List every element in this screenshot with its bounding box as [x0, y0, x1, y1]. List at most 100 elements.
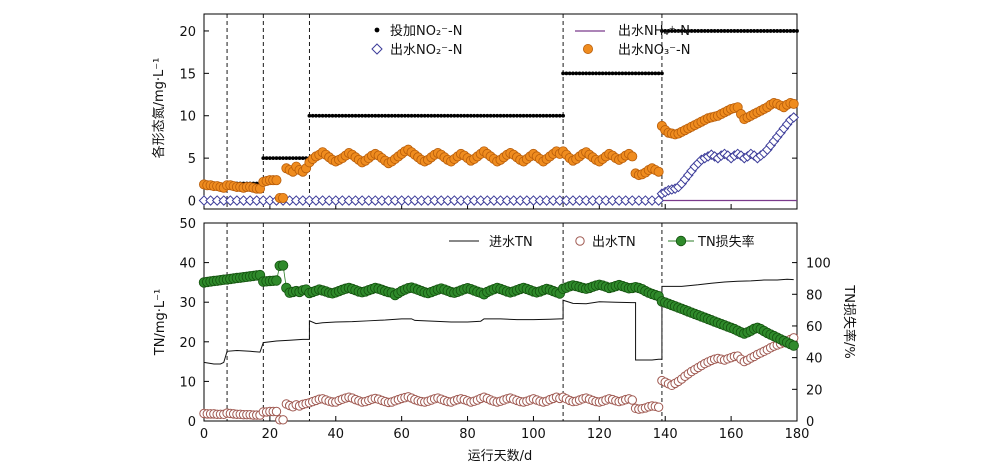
- y-tick-label: 10: [179, 375, 196, 390]
- feed-no2-point: [488, 113, 493, 118]
- y-tick-label: 0: [188, 415, 196, 430]
- feed-no2-point: [653, 71, 658, 76]
- feed-no2-point: [508, 113, 513, 118]
- legend-feed-no2-marker: [374, 27, 380, 33]
- feed-no2-point: [712, 29, 717, 33]
- feed-no2-point: [376, 113, 381, 118]
- feed-no2-point: [323, 113, 328, 118]
- feed-no2-point: [337, 113, 341, 118]
- feed-no2-point: [702, 29, 707, 33]
- y-tick-label-right: 80: [806, 288, 823, 303]
- feed-no2-point: [406, 113, 411, 118]
- feed-no2-point: [478, 113, 483, 118]
- feed-no2-point: [462, 113, 467, 118]
- feed-no2-point: [613, 71, 618, 76]
- feed-no2-point: [725, 29, 730, 33]
- feed-no2-point: [515, 113, 519, 118]
- feed-no2-point: [666, 29, 671, 33]
- tn-loss-line: [203, 265, 794, 346]
- eff-tn-point: [627, 395, 637, 405]
- feed-no2-point: [297, 156, 302, 161]
- feed-no2-point: [291, 156, 295, 161]
- feed-no2-point: [287, 156, 292, 161]
- x-tick-label: 100: [521, 427, 546, 442]
- feed-no2-point: [449, 113, 453, 118]
- feed-no2-point: [459, 113, 463, 118]
- feed-no2-point: [498, 113, 503, 118]
- eff-no2-point: [653, 195, 664, 206]
- feed-no2-point: [271, 156, 276, 161]
- feed-no2-point: [683, 29, 687, 33]
- feed-no2-point: [577, 71, 582, 76]
- feed-no2-point: [511, 113, 516, 118]
- eff-no3-point: [627, 151, 638, 162]
- feed-no2-point: [439, 113, 444, 118]
- x-tick-label: 20: [262, 427, 279, 442]
- feed-no2-point: [399, 113, 404, 118]
- feed-no2-point: [617, 71, 621, 76]
- y-tick-label: 30: [179, 296, 196, 311]
- legend-eff-nh4-label: 出水NH₄⁺-N: [618, 24, 690, 39]
- feed-no2-point: [356, 113, 361, 118]
- feed-no2-point: [310, 113, 315, 118]
- feed-no2-point: [716, 29, 720, 33]
- feed-no2-point: [640, 71, 645, 76]
- feed-no2-point: [627, 71, 631, 76]
- tn-loss-point: [788, 340, 799, 351]
- feed-no2-point: [492, 113, 496, 118]
- feed-no2-point: [327, 113, 332, 118]
- feed-no2-point: [663, 29, 668, 33]
- feed-no2-point: [267, 156, 272, 161]
- top-legend: 投加NO₂⁻-N 出水NH₄⁺-N 出水NO₂⁻-N 出水NO₃⁻-N: [371, 23, 690, 58]
- feed-no2-point: [699, 29, 704, 33]
- feed-no2-point: [396, 113, 401, 118]
- feed-no2-point: [314, 113, 318, 118]
- feed-no2-point: [534, 113, 539, 118]
- feed-no2-point: [633, 71, 638, 76]
- x-tick-label: 0: [200, 427, 208, 442]
- y-tick-label: 50: [179, 217, 196, 232]
- feed-no2-point: [317, 113, 322, 118]
- feed-no2-point: [762, 29, 766, 33]
- feed-no2-point: [347, 113, 351, 118]
- y-tick-label-right: 0: [806, 415, 814, 430]
- feed-no2-point: [587, 71, 592, 76]
- legend-inf-tn-label: 进水TN: [489, 235, 533, 250]
- feed-no2-point: [432, 113, 437, 118]
- feed-no2-point: [541, 113, 546, 118]
- legend-eff-no2-marker: [371, 43, 383, 55]
- x-tick-label: 120: [587, 427, 612, 442]
- legend-eff-no3-label: 出水NO₃⁻-N: [618, 43, 690, 58]
- feed-no2-point: [538, 113, 542, 118]
- feed-no2-point: [630, 71, 635, 76]
- feed-no2-point: [426, 113, 430, 118]
- feed-no2-point: [300, 156, 305, 161]
- feed-no2-point: [393, 113, 397, 118]
- feed-no2-point: [482, 113, 486, 118]
- y-tick-label-right: 20: [806, 383, 823, 398]
- feed-no2-point: [673, 29, 678, 33]
- feed-no2-point: [548, 113, 552, 118]
- y-tick-label: 0: [188, 195, 196, 210]
- feed-no2-point: [775, 29, 780, 33]
- eff-tn-point: [653, 402, 664, 412]
- eff-no3-point: [653, 166, 664, 177]
- bottom-plot-frame: [203, 222, 798, 422]
- feed-no2-point: [692, 29, 697, 33]
- feed-no2-point: [729, 29, 734, 33]
- feed-no2-point: [561, 113, 565, 118]
- feed-no2-point: [623, 71, 628, 76]
- feed-no2-point: [531, 113, 536, 118]
- feed-no2-point: [689, 29, 694, 33]
- top-plot-frame: [203, 13, 798, 210]
- eff-tn-point: [271, 406, 282, 417]
- feed-no2-point: [340, 113, 345, 118]
- feed-no2-point: [604, 71, 608, 76]
- feed-no2-point: [465, 113, 470, 118]
- feed-no2-point: [709, 29, 714, 33]
- eff-tn-point: [278, 415, 288, 425]
- feed-no2-point: [468, 113, 473, 118]
- feed-no2-point: [765, 29, 770, 33]
- feed-no2-point: [567, 71, 572, 76]
- top-y-axis-label: 各形态氮/mg·L⁻¹: [151, 58, 167, 159]
